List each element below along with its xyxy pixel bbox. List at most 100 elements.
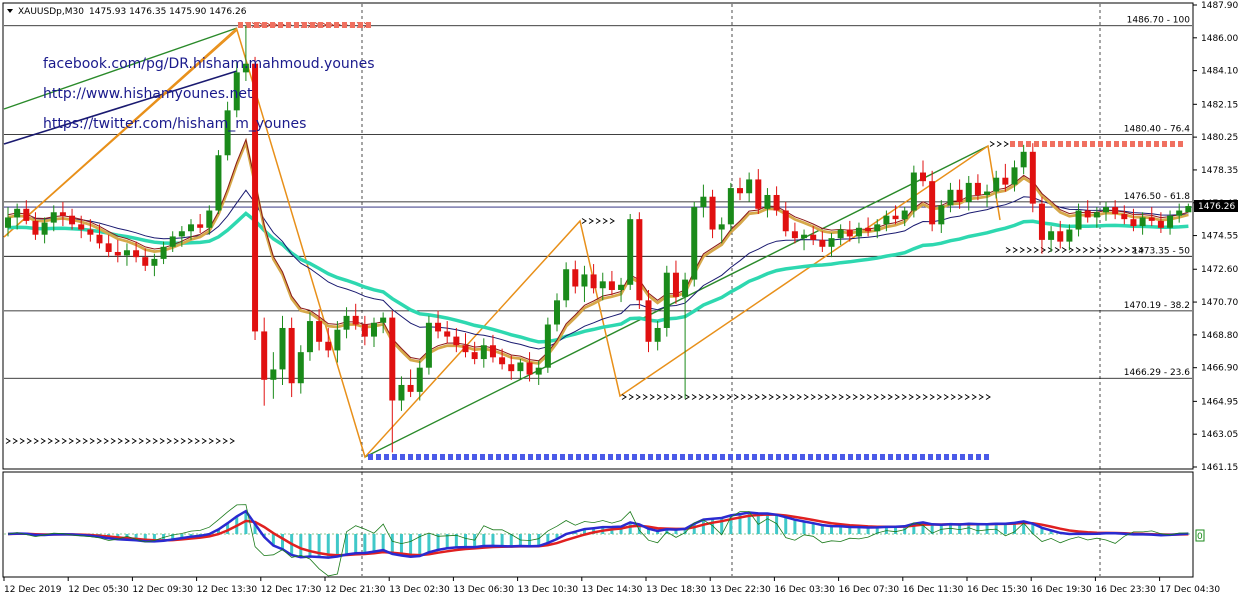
candle-bear [435,322,442,332]
arrow-mark [754,394,760,400]
dash-block [616,454,621,460]
twitter-link[interactable]: https://twitter.com/hisham_m_younes [43,116,306,132]
dash-block [270,22,275,28]
arrow-mark [1089,247,1095,253]
time-tick-label: 16 Dec 15:30 [967,585,1028,595]
candle-bear [526,362,533,375]
dash-block [1018,141,1023,147]
dash-block [520,454,525,460]
dash-block [238,22,243,28]
dash-block [480,454,485,460]
candle-bear [608,281,615,290]
time-tick-label: 12 Dec 2019 [4,585,62,595]
dash-block [696,454,701,460]
arrow-mark [33,438,39,444]
candle-bear [105,243,112,252]
arrow-mark [817,394,823,400]
candle-bull [828,238,835,247]
candle-bull [416,367,423,392]
candle-bull [279,327,286,370]
arrow-row-right [1005,247,1144,253]
arrow-mark [950,394,956,400]
arrow-mark [782,394,788,400]
arrow-row-mid [581,218,615,224]
dash-block [368,454,373,460]
arrow-mark [96,438,102,444]
collapse-triangle-icon[interactable] [7,9,13,13]
dash-block [864,454,869,460]
red-target-bar [1010,141,1183,147]
dash-block [1138,141,1143,147]
dash-block [880,454,885,460]
dash-block [254,22,259,28]
arrow-mark [845,394,851,400]
dash-block [928,454,933,460]
arrow-mark [194,438,200,444]
arrow-mark [1124,247,1130,253]
website-link[interactable]: http://www.hishamyounes.net [43,86,253,102]
candle-bear [69,215,76,225]
dash-block [1074,141,1079,147]
dash-block [1066,141,1071,147]
dash-block [560,454,565,460]
candle-bull [224,110,231,156]
candle-bear [1038,203,1045,240]
candle-bear [672,272,679,297]
arrow-mark [159,438,165,444]
dash-block [424,454,429,460]
dash-block [960,454,965,460]
price-tick-label: 1468.80 [1201,331,1238,341]
price-tick-label: 1470.70 [1201,298,1238,308]
dash-block [632,454,637,460]
zigzag-start [3,27,238,238]
dash-block [672,454,677,460]
price-tick-label: 1484.10 [1201,67,1238,77]
arrow-mark [61,438,67,444]
price-tick-label: 1463.05 [1201,430,1238,440]
arrow-mark [621,394,627,400]
dash-block [536,454,541,460]
arrow-mark [1117,247,1123,253]
dash-block [440,454,445,460]
arrow-mark [978,394,984,400]
time-tick-label: 16 Dec 11:30 [903,585,964,595]
dash-block [1178,141,1183,147]
dash-block [600,454,605,460]
candle-bull [965,182,972,202]
candle-bull [1066,229,1073,242]
dash-block [376,454,381,460]
dash-block [310,22,315,28]
arrow-mark [124,438,130,444]
candle-bear [197,224,204,228]
candle-bull [343,315,350,330]
candle-bear [1148,217,1155,221]
candle-bull [883,215,890,225]
arrow-mark [726,394,732,400]
arrow-mark [602,218,608,224]
arrow-mark [684,394,690,400]
dash-block [552,454,557,460]
candle-bear [737,188,743,194]
candle-bear [929,181,936,225]
dash-block [1026,141,1031,147]
candle-bull [425,322,432,368]
trendline-navy [3,70,238,145]
candle-bear [352,315,359,325]
candle-bull [947,189,954,206]
oscillator [4,504,1192,577]
candle-bear [261,331,268,380]
arrow-mark [1033,247,1039,253]
arrow-mark [824,394,830,400]
dash-block [816,454,821,460]
arrow-mark [12,438,18,444]
candle-bull [910,172,917,211]
ma-fast-band [7,211,1189,344]
fib-label: 1470.19 - 38.2 [1124,301,1190,311]
facebook-link[interactable]: facebook.com/pg/DR.hisham.mahmoud.younes [43,56,375,72]
candle-bull [874,224,881,232]
arrow-mark [609,218,615,224]
arrow-mark [595,218,601,224]
arrow-mark [145,438,151,444]
arrow-mark [1138,247,1144,253]
